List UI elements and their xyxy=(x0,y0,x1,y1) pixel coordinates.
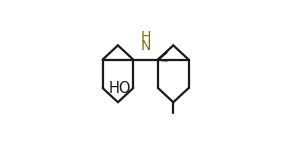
Text: N: N xyxy=(140,39,151,53)
Text: H: H xyxy=(140,30,151,44)
Text: HO: HO xyxy=(108,81,131,96)
